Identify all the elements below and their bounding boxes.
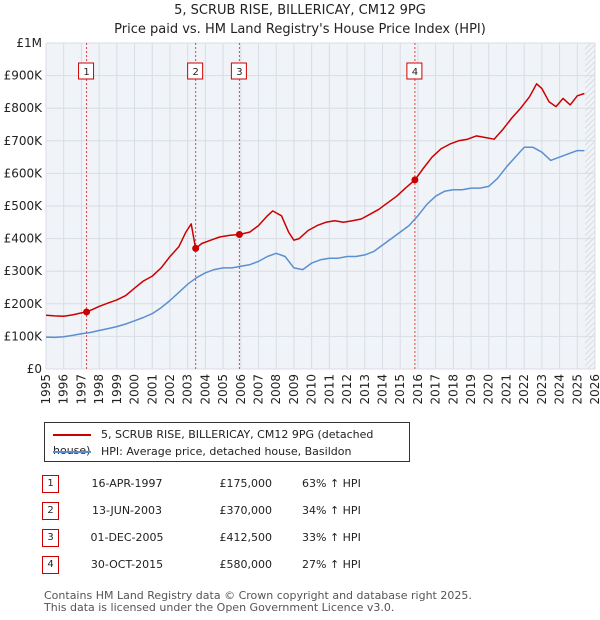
x-tick-label: 2024 <box>553 374 567 405</box>
sale-dot <box>235 231 243 239</box>
sale-dot <box>83 308 91 316</box>
x-tick-label: 2002 <box>163 374 177 405</box>
series-lines <box>46 83 585 339</box>
y-tick-label: £900K <box>4 69 44 83</box>
sale-badge: 1 <box>42 474 59 493</box>
x-tick-label: 2017 <box>429 374 443 405</box>
sale-date: 01-DEC-2005 <box>90 531 164 544</box>
sale-labels: 1 2 3 4 <box>78 62 423 80</box>
y-tick-label: £500K <box>4 199 44 213</box>
sale-label-box <box>187 62 204 80</box>
x-tick-label: 2011 <box>322 374 336 405</box>
x-tick-label: 1998 <box>92 374 106 405</box>
x-tick-label: 2013 <box>358 374 372 405</box>
x-axis: 1995 1996 1997 1998 1999 2000 2001 2002 2003 2004… <box>39 374 600 405</box>
x-tick-label: 2022 <box>517 374 531 405</box>
x-tick-label: 2001 <box>145 374 159 405</box>
x-tick-label: 2021 <box>499 374 513 405</box>
x-tick-label: 2009 <box>287 374 301 405</box>
y-tick-label: £400K <box>4 232 44 246</box>
x-tick-label: 1999 <box>110 374 124 405</box>
x-tick-label: 2005 <box>216 374 230 405</box>
y-axis: £0 £100K £200K £300K £400K £500K £600K £700K £80… <box>4 36 44 376</box>
x-tick-label: 2000 <box>128 374 142 405</box>
property-price-line <box>46 83 585 317</box>
sale-dots <box>83 176 419 316</box>
footer-copyright: Contains HM Land Registry data © Crown c… <box>44 589 472 602</box>
y-tick-label: £300K <box>4 264 44 278</box>
y-tick-label: £700K <box>4 134 44 148</box>
footer: Contains HM Land Registry data © Crown c… <box>44 590 472 614</box>
x-tick-label: 2016 <box>411 374 425 405</box>
sale-hpi-change: 27% ↑ HPI <box>302 558 361 571</box>
sale-date: 13-JUN-2003 <box>91 504 163 517</box>
table-row: 3 01-DEC-2005 £412,500 33% ↑ HPI <box>42 524 392 551</box>
y-tick-label: £1M <box>16 36 42 50</box>
sale-label-box <box>406 62 423 80</box>
legend-label-property: 5, SCRUB RISE, BILLERICAY, CM12 9PG (det… <box>53 428 374 457</box>
legend-label-hpi: HPI: Average price, detached house, Basi… <box>101 445 352 458</box>
x-tick-label: 2006 <box>234 374 248 405</box>
table-row: 4 30-OCT-2015 £580,000 27% ↑ HPI <box>42 551 392 578</box>
sale-label-number: 3 <box>236 67 242 78</box>
sale-badge: 4 <box>42 555 59 574</box>
sale-dot <box>192 244 200 252</box>
sale-label-box <box>78 62 95 80</box>
sale-price: £580,000 <box>219 558 273 571</box>
x-tick-label: 1996 <box>57 374 71 405</box>
sale-hpi-change: 33% ↑ HPI <box>302 531 361 544</box>
x-tick-label: 2004 <box>198 374 212 405</box>
x-tick-label: 2014 <box>375 374 389 405</box>
sale-price: £412,500 <box>219 531 273 544</box>
x-tick-label: 2007 <box>252 374 266 405</box>
y-tick-label: £600K <box>4 166 44 180</box>
x-tick-label: 2018 <box>446 374 460 405</box>
chart-subtitle: Price paid vs. HM Land Registry's House … <box>114 22 486 37</box>
x-tick-label: 2025 <box>570 374 584 405</box>
sale-dot <box>411 176 419 184</box>
y-tick-label: £200K <box>4 297 44 311</box>
sale-badge: 3 <box>42 528 59 547</box>
x-tick-label: 2023 <box>535 374 549 405</box>
x-tick-label: 2019 <box>464 374 478 405</box>
sale-label-box <box>230 62 247 80</box>
sale-label-number: 1 <box>83 67 89 78</box>
legend-swatch-hpi <box>53 451 91 453</box>
y-tick-label: £800K <box>4 101 44 115</box>
price-chart: 5, SCRUB RISE, BILLERICAY, CM12 9PG Pric… <box>4 3 600 405</box>
legend-swatch-property <box>53 434 91 436</box>
legend: 5, SCRUB RISE, BILLERICAY, CM12 9PG (det… <box>44 422 410 462</box>
x-tick-label: 2026 <box>588 374 600 405</box>
hpi-line <box>46 146 585 339</box>
sale-label-number: 2 <box>192 67 198 78</box>
transactions-table: 1 16-APR-1997 £175,000 63% ↑ HPI 2 13-JU… <box>42 470 392 578</box>
x-tick-label: 2008 <box>269 374 283 405</box>
sale-date: 16-APR-1997 <box>91 477 163 490</box>
grid <box>45 42 596 370</box>
sale-price: £370,000 <box>219 504 273 517</box>
table-row: 1 16-APR-1997 £175,000 63% ↑ HPI <box>42 470 392 497</box>
x-tick-label: 2015 <box>393 374 407 405</box>
y-tick-label: £100K <box>4 329 44 343</box>
table-row: 2 13-JUN-2003 £370,000 34% ↑ HPI <box>42 497 392 524</box>
sale-hpi-change: 63% ↑ HPI <box>302 477 361 490</box>
y-tick-label: £0 <box>27 362 42 376</box>
sale-label-number: 4 <box>412 67 418 78</box>
x-tick-label: 2020 <box>482 374 496 405</box>
x-tick-label: 1997 <box>74 374 88 405</box>
x-tick-label: 2003 <box>181 374 195 405</box>
x-tick-label: 2012 <box>340 374 354 405</box>
sale-date: 30-OCT-2015 <box>90 558 164 571</box>
sale-price: £175,000 <box>219 477 273 490</box>
sale-badge: 2 <box>42 501 59 520</box>
x-tick-label: 2010 <box>305 374 319 405</box>
x-tick-label: 1995 <box>39 374 53 405</box>
sale-hpi-change: 34% ↑ HPI <box>302 504 361 517</box>
legend-item-hpi: HPI: Average price, detached house, Basi… <box>53 444 351 460</box>
chart-title: 5, SCRUB RISE, BILLERICAY, CM12 9PG <box>174 3 426 18</box>
footer-licence: This data is licensed under the Open Gov… <box>44 601 395 614</box>
legend-item-property: 5, SCRUB RISE, BILLERICAY, CM12 9PG (det… <box>53 427 409 457</box>
